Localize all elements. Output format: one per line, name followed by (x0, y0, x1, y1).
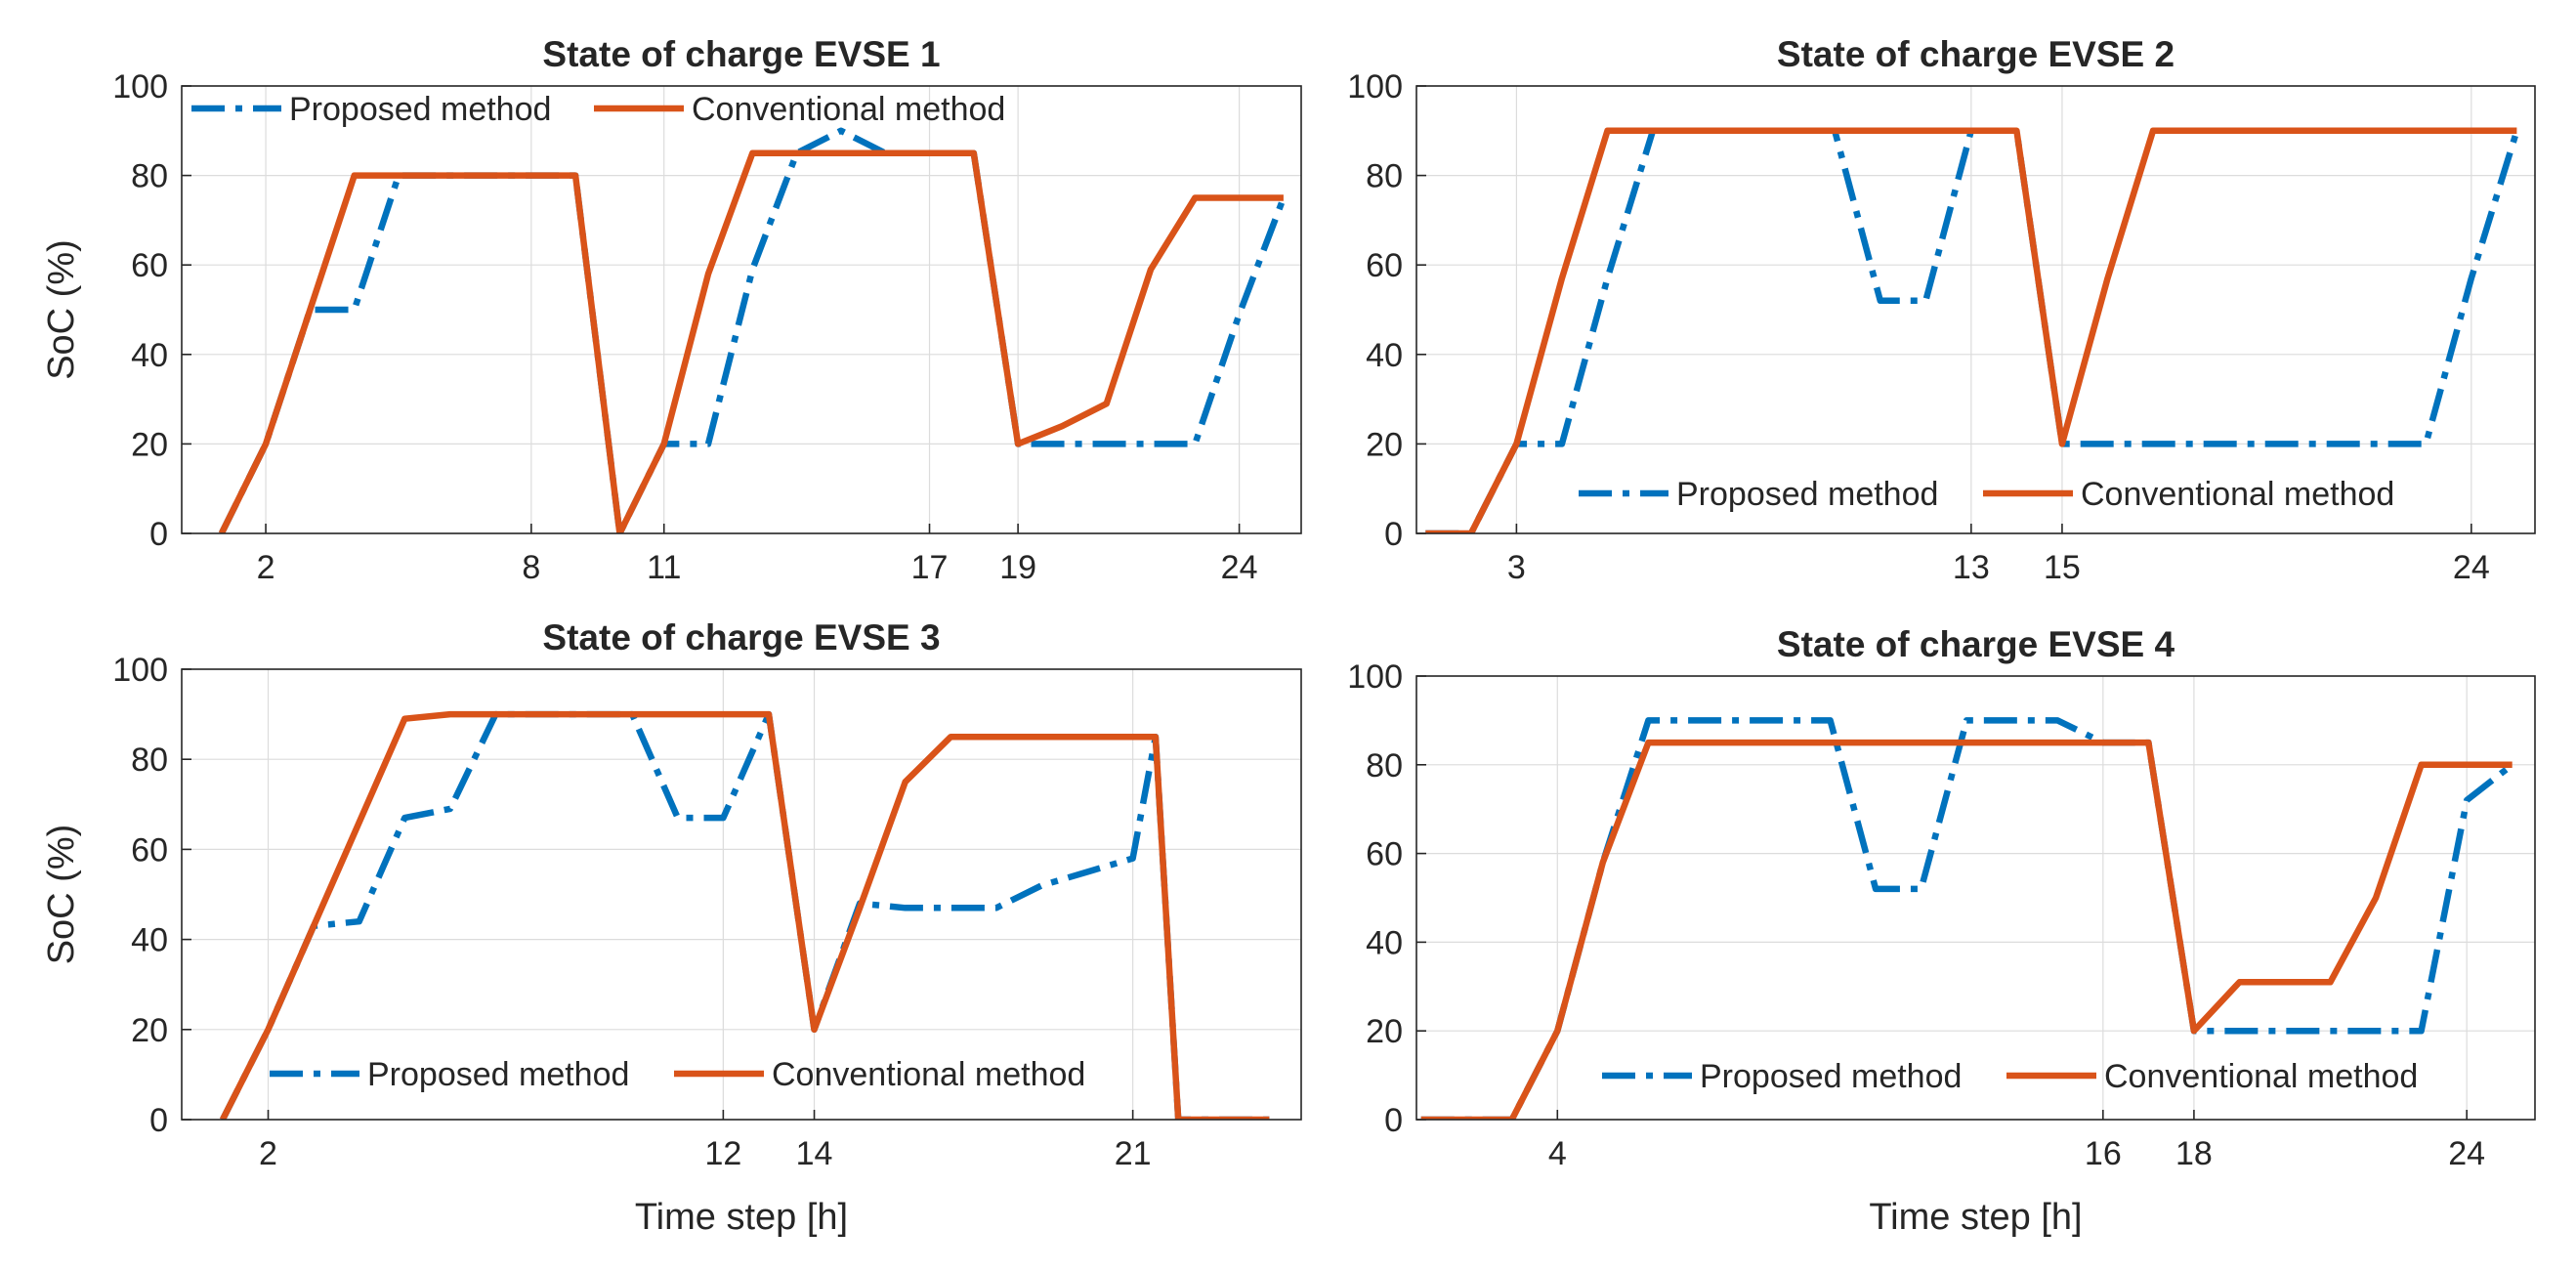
y-tick-label: 0 (149, 1102, 168, 1139)
legend-label-conventional: Conventional method (772, 1056, 1085, 1093)
plot-area (1416, 86, 2535, 533)
x-tick-label: 24 (1221, 549, 1258, 586)
chart-evse-2: State of charge EVSE 2 0 20 40 60 80 100 3 13 15 2… (1347, 34, 2536, 586)
y-tick-label: 80 (131, 742, 168, 779)
x-tick-label: 15 (2044, 549, 2081, 586)
legend: Proposed method Conventional method (270, 1056, 1085, 1093)
x-tick-label: 19 (999, 549, 1036, 586)
x-tick-label: 4 (1548, 1135, 1567, 1172)
x-tick-label: 16 (2085, 1135, 2122, 1172)
axes-frame (181, 668, 1302, 1121)
x-tick-label: 24 (2453, 549, 2490, 586)
x-tick-label: 24 (2448, 1135, 2485, 1172)
x-tick-label: 21 (1115, 1135, 1152, 1172)
y-tick-label: 60 (1366, 247, 1403, 284)
y-tick-label: 100 (112, 68, 168, 106)
series-conventional-line (218, 149, 1284, 533)
legend: Proposed method Conventional method (191, 91, 1005, 128)
chart-evse-4: State of charge EVSE 4 0 20 40 60 80 100 4 16 18 2… (1347, 624, 2536, 1238)
x-tick-label: 11 (647, 549, 681, 586)
chart-title: State of charge EVSE 1 (542, 34, 940, 74)
y-axis-label: SoC (%) (41, 825, 82, 965)
y-tick-label: 80 (131, 158, 168, 195)
y-axis-label: SoC (%) (41, 239, 82, 380)
chart-title: State of charge EVSE 4 (1777, 624, 2175, 664)
y-tick-label: 20 (1366, 426, 1403, 463)
y-tick-label: 80 (1366, 158, 1403, 195)
x-tick-label: 3 (1507, 549, 1526, 586)
legend-label-proposed: Proposed method (1676, 476, 1938, 513)
y-tick-label: 0 (149, 516, 168, 553)
axes-frame (1415, 675, 2536, 1121)
y-tick-label: 60 (131, 247, 168, 284)
series-proposed-line (1420, 717, 2514, 1120)
chart-title: State of charge EVSE 2 (1777, 34, 2175, 74)
y-tick-label: 100 (112, 652, 168, 689)
legend-label-conventional: Conventional method (2081, 476, 2394, 513)
y-tick-label: 0 (1384, 516, 1403, 553)
axes-frame (181, 85, 1302, 534)
chart-title: State of charge EVSE 3 (542, 617, 940, 657)
x-tick-label: 14 (796, 1135, 833, 1172)
y-tick-label: 100 (1347, 68, 1403, 106)
y-tick-label: 60 (131, 831, 168, 869)
y-tick-label: 60 (1366, 836, 1403, 873)
y-tick-label: 100 (1347, 658, 1403, 696)
x-tick-label: 2 (259, 1135, 277, 1172)
series-conventional-line (1425, 127, 2517, 533)
x-tick-label: 8 (522, 549, 540, 586)
plot-area (182, 669, 1301, 1120)
axes-frame (1415, 85, 2536, 534)
y-tick-label: 40 (131, 337, 168, 374)
y-tick-label: 40 (1366, 924, 1403, 961)
x-tick-label: 17 (911, 549, 949, 586)
y-tick-label: 20 (131, 1012, 168, 1049)
plot-area (1416, 676, 2535, 1120)
legend-label-conventional: Conventional method (692, 91, 1005, 128)
series-conventional-line (1420, 739, 2513, 1120)
legend-label-conventional: Conventional method (2104, 1058, 2418, 1095)
x-axis-label: Time step [h] (1869, 1197, 2082, 1238)
x-tick-label: 18 (2175, 1135, 2213, 1172)
x-tick-label: 13 (1953, 549, 1990, 586)
x-tick-label: 12 (704, 1135, 741, 1172)
y-tick-label: 40 (131, 922, 168, 959)
legend-label-proposed: Proposed method (1700, 1058, 1962, 1095)
y-tick-label: 20 (131, 426, 168, 463)
legend: Proposed method Conventional method (1602, 1058, 2418, 1095)
legend: Proposed method Conventional method (1579, 476, 2394, 513)
series-conventional-line (219, 710, 1270, 1120)
y-tick-label: 0 (1384, 1102, 1403, 1139)
x-axis-label: Time step [h] (635, 1197, 848, 1238)
legend-label-proposed: Proposed method (367, 1056, 629, 1093)
x-tick-label: 2 (257, 549, 275, 586)
legend-label-proposed: Proposed method (289, 91, 551, 128)
y-tick-label: 20 (1366, 1013, 1403, 1050)
chart-evse-1: State of charge EVSE 1 0 20 40 60 80 100 2 8 11 17… (41, 34, 1302, 586)
y-tick-label: 40 (1366, 337, 1403, 374)
series-proposed-line (218, 127, 1287, 533)
chart-evse-3: State of charge EVSE 3 0 20 40 60 80 100 2 12 14 2… (41, 617, 1302, 1238)
y-tick-label: 80 (1366, 747, 1403, 784)
